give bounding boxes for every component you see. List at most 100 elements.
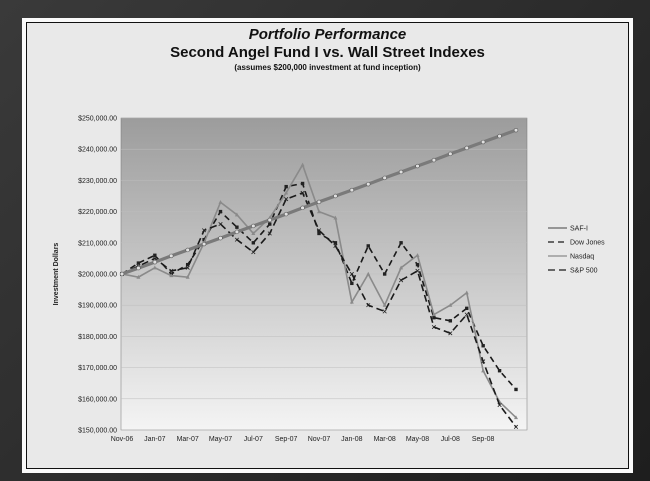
data-point [153, 253, 157, 257]
data-point [464, 145, 469, 151]
data-point [316, 228, 322, 233]
x-tick-label: Jul-07 [244, 436, 263, 443]
data-point [234, 212, 239, 217]
data-point [432, 315, 436, 320]
line-chart: $150,000.00 $160,000.00 $170,000.00 $180,00… [53, 116, 605, 444]
data-point [317, 209, 321, 214]
x-tick-label: Sep-07 [275, 436, 298, 443]
data-point [350, 281, 354, 286]
data-point [316, 199, 322, 205]
data-point [201, 241, 207, 247]
data-point [431, 157, 437, 163]
data-point [382, 303, 387, 307]
y-tick-label: $250,000.00 [78, 116, 117, 123]
x-tick-label: Mar-07 [177, 436, 199, 443]
data-point [169, 253, 174, 259]
data-point [366, 181, 371, 187]
data-point [300, 205, 305, 211]
data-point [431, 324, 436, 330]
x-tick-label: Nov-07 [308, 436, 331, 443]
data-point [268, 222, 272, 226]
chart-subtitle: Second Angel Fund I vs. Wall Street Inde… [170, 44, 485, 61]
y-tick-label: $230,000.00 [78, 178, 117, 185]
data-point [202, 228, 207, 233]
data-point [333, 193, 338, 199]
gridlines [121, 117, 527, 431]
data-point [366, 271, 371, 276]
data-point [513, 424, 519, 429]
data-point [349, 299, 354, 304]
data-point [480, 139, 486, 145]
x-tick-label: Jan-07 [144, 436, 166, 443]
chart-title: Portfolio Performance [248, 26, 407, 43]
data-point [366, 244, 370, 248]
data-point [234, 229, 240, 235]
data-point [382, 272, 387, 276]
data-point [136, 261, 141, 265]
data-point [415, 262, 420, 267]
data-point [152, 265, 157, 270]
data-point [251, 250, 256, 255]
data-point [349, 271, 354, 277]
data-point [169, 268, 174, 273]
data-point [202, 237, 206, 242]
data-point [234, 237, 239, 242]
data-point [283, 211, 289, 217]
data-point [136, 274, 141, 279]
data-point [251, 241, 256, 245]
chart-note: (assumes $200,000 investment at fund inc… [234, 63, 421, 72]
data-point [448, 303, 453, 307]
data-point [431, 312, 436, 317]
chart-card: Portfolio Performance Second Angel Fund … [22, 18, 633, 473]
y-tick-label: $160,000.00 [78, 396, 117, 403]
data-point [185, 262, 190, 267]
data-point [185, 247, 190, 253]
data-point [448, 331, 453, 336]
y-tick-label: $180,000.00 [78, 334, 117, 341]
legend: SAF-I Dow Jones Nasdaq S&P 500 [548, 226, 605, 275]
data-point [481, 344, 485, 348]
data-point [448, 319, 453, 323]
legend-label-saf-i: SAF-I [570, 226, 588, 233]
data-point [185, 274, 190, 279]
y-tick-label: $190,000.00 [78, 303, 117, 310]
data-point [267, 217, 272, 223]
data-point [218, 200, 223, 204]
data-point [300, 190, 305, 195]
data-point [399, 278, 404, 283]
data-point [399, 241, 403, 245]
data-point [152, 259, 158, 265]
data-point [218, 221, 223, 227]
data-point [284, 197, 289, 202]
data-point [300, 181, 305, 186]
y-tick-label: $200,000.00 [78, 272, 117, 279]
data-point [284, 184, 288, 189]
data-point [136, 265, 141, 271]
data-point [284, 190, 289, 195]
x-tick-label: May-07 [209, 436, 232, 443]
legend-label-dow-jones: Dow Jones [570, 240, 605, 247]
data-point [448, 151, 453, 157]
data-point [514, 387, 518, 392]
series-saf-i [119, 127, 519, 277]
y-tick-label: $240,000.00 [78, 147, 117, 154]
data-point [481, 359, 486, 364]
data-point [333, 241, 338, 245]
data-point [415, 163, 420, 169]
title-block: Portfolio Performance Second Angel Fund … [26, 26, 629, 74]
legend-label-nasdaq: Nasdaq [570, 254, 594, 261]
data-point [465, 306, 469, 311]
x-tick-label: Sep-08 [472, 436, 495, 443]
data-point [218, 209, 223, 214]
x-tick-label: Mar-08 [374, 436, 396, 443]
x-tick-label: Nov-06 [111, 436, 134, 443]
data-point [235, 225, 239, 229]
y-axis-ticks: $150,000.00 $160,000.00 $170,000.00 $180,00… [78, 116, 117, 435]
data-point [497, 402, 502, 408]
data-point [513, 127, 519, 133]
x-tick-label: May-08 [406, 436, 429, 443]
data-point [398, 169, 404, 175]
data-point [497, 369, 502, 373]
data-point [464, 290, 469, 295]
data-point [366, 303, 371, 308]
